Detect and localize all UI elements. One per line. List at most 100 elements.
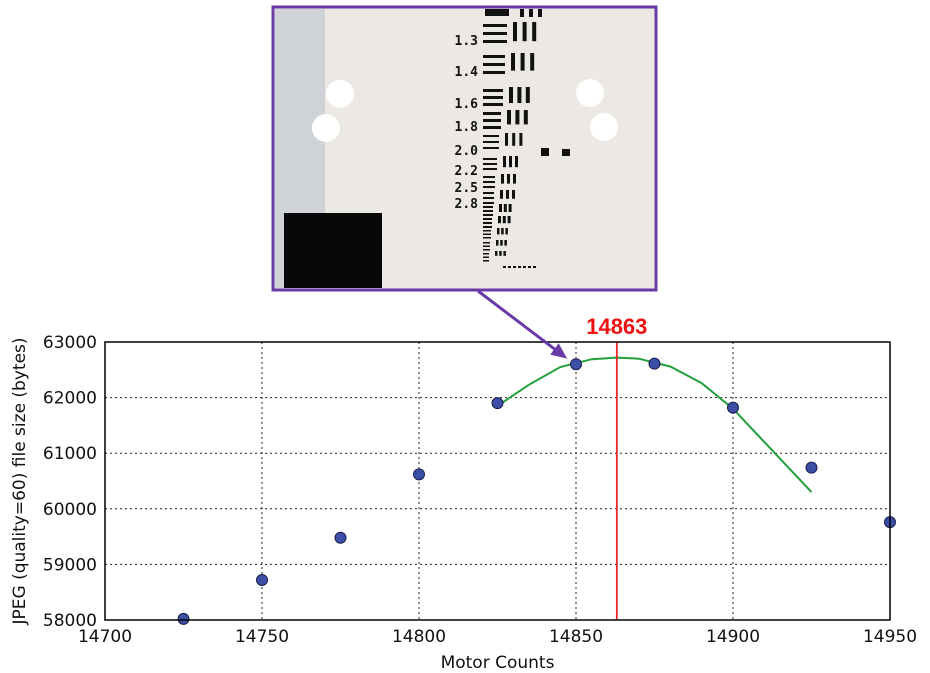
target-vertical-bar (515, 156, 518, 168)
target-horizontal-bar (483, 55, 505, 58)
x-tick-label: 14800 (392, 627, 446, 647)
target-horizontal-bar (483, 260, 489, 262)
target-vertical-bar (500, 240, 503, 246)
data-point (256, 573, 268, 586)
inset-dot (562, 149, 570, 156)
target-vertical-bar (505, 133, 508, 146)
plot-frame (104, 341, 891, 621)
target-vertical-bar (495, 251, 498, 256)
target-vertical-bar (508, 204, 512, 212)
data-point (334, 531, 347, 544)
target-label: 2.2 (455, 164, 478, 179)
inset-spot (326, 80, 354, 108)
arrow-shaft (477, 289, 565, 358)
target-horizontal-bar (483, 181, 495, 183)
target-horizontal-bar (483, 32, 507, 35)
target-vertical-bar (520, 53, 525, 71)
resolution-target-labels: 1.3 1.4 1.6 1.8 2.0 2.2 2.52.8 (455, 34, 479, 212)
target-dot (533, 266, 536, 268)
target-vertical-bar (498, 216, 501, 224)
target-horizontal-bar (483, 256, 489, 258)
target-vertical-bar (525, 87, 530, 103)
target-vertical-bar (499, 251, 502, 256)
target-vertical-bar (507, 216, 511, 224)
target-horizontal-bar (483, 253, 489, 255)
target-label: 1.4 (455, 65, 479, 80)
target-dot (518, 266, 521, 268)
target-horizontal-bar (483, 249, 490, 251)
target-top-vertical (538, 9, 542, 17)
data-points (177, 357, 896, 625)
target-horizontal-bar (483, 210, 493, 212)
target-horizontal-bar (483, 126, 501, 129)
target-horizontal-bar (483, 40, 507, 43)
target-horizontal-bar (483, 186, 495, 188)
y-tick-label: 61000 (43, 444, 97, 464)
inset-spot (590, 113, 618, 141)
target-vertical-bar (501, 228, 504, 235)
y-tick-label: 62000 (43, 389, 97, 409)
resolution-target-bars (483, 9, 542, 268)
marker-value-label: 14863 (586, 314, 647, 339)
target-vertical-bar (512, 190, 515, 199)
target-label: 1.8 (455, 120, 479, 135)
target-horizontal-bar (483, 202, 494, 204)
data-point (570, 358, 582, 371)
x-tick-label: 14750 (235, 627, 289, 647)
arrow-head (550, 343, 568, 359)
target-vertical-bar (532, 22, 537, 42)
target-horizontal-bar (483, 226, 492, 228)
inset-spot (312, 114, 340, 142)
inset-dot (541, 148, 549, 156)
x-tick-label: 14700 (78, 627, 132, 647)
inset-image: 1.3 1.4 1.6 1.8 2.0 2.2 2.52.8 (271, 5, 658, 292)
target-horizontal-bar (483, 197, 494, 199)
target-dot (528, 266, 531, 268)
target-vertical-bar (507, 110, 511, 125)
target-vertical-bar (515, 110, 520, 125)
x-axis-label: Motor Counts (441, 653, 555, 673)
target-horizontal-bar (483, 24, 507, 27)
target-horizontal-bar (483, 218, 492, 220)
x-tick-label: 14850 (549, 627, 603, 647)
target-dot (508, 266, 511, 268)
target-vertical-bar (517, 87, 522, 103)
target-vertical-bar (506, 190, 509, 199)
target-vertical-bar (519, 133, 523, 146)
target-vertical-bar (513, 22, 517, 42)
target-horizontal-bar (483, 119, 501, 122)
target-horizontal-bar (483, 135, 499, 137)
data-point (491, 397, 504, 410)
target-top-vertical (529, 9, 533, 17)
target-vertical-bar (503, 156, 506, 168)
target-vertical-bar (509, 87, 513, 103)
x-tick-label: 14900 (706, 627, 760, 647)
target-horizontal-bar (483, 192, 494, 194)
target-horizontal-bar (483, 245, 490, 247)
y-tick-label: 60000 (43, 500, 97, 520)
y-tick-label: 59000 (43, 555, 97, 575)
x-tick-label: 14950 (863, 627, 917, 647)
target-vertical-bar (505, 228, 508, 235)
target-vertical-bar (512, 133, 516, 146)
target-vertical-bar (511, 53, 515, 71)
target-vertical-bar (499, 204, 502, 212)
target-top-vertical (520, 9, 524, 17)
data-point (805, 461, 818, 474)
target-dot (523, 266, 526, 268)
target-horizontal-bar (483, 112, 501, 115)
data-point (177, 612, 190, 625)
fit-curve (496, 356, 813, 493)
target-dot (513, 266, 516, 268)
target-vertical-bar (503, 204, 507, 212)
target-horizontal-bar (483, 141, 499, 143)
target-dot (503, 266, 506, 268)
target-horizontal-bar (483, 163, 497, 165)
target-vertical-bar (509, 156, 512, 168)
inset-arrow (477, 289, 568, 359)
inset-black-square (284, 213, 382, 288)
target-horizontal-bar (483, 237, 491, 239)
target-horizontal-bar (483, 206, 493, 208)
target-label: 1.3 (455, 34, 478, 49)
